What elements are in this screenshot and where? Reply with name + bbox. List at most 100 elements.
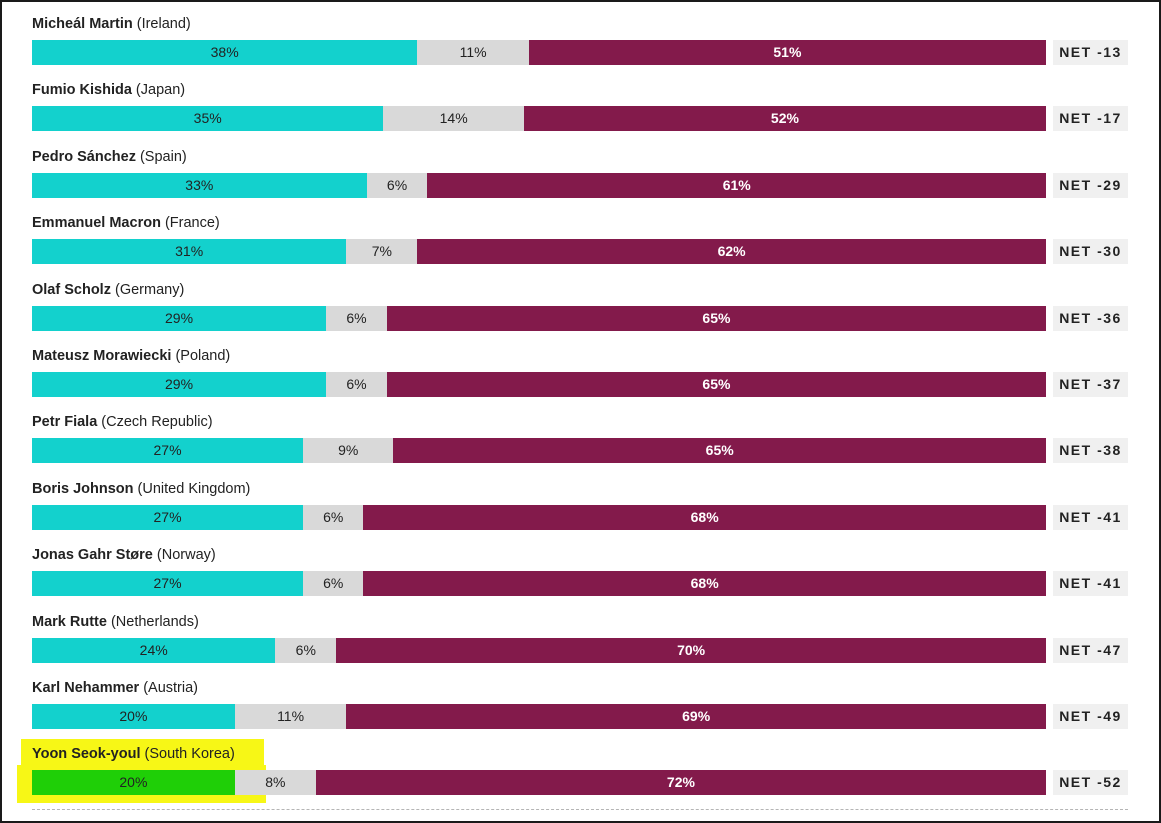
disapprove-segment: 70% <box>336 637 1046 663</box>
leader-country: (Austria) <box>139 680 199 696</box>
stacked-bar: 27% 9% 65% <box>32 438 1046 464</box>
dont-know-label: 9% <box>338 442 359 459</box>
disapprove-label: 68% <box>690 508 719 525</box>
leader-label: Yoon Seok-youl (South Korea) <box>32 744 235 764</box>
approve-segment: 24% <box>32 637 276 663</box>
leader-country: (France) <box>160 215 220 232</box>
dont-know-label: 6% <box>295 641 316 658</box>
stacked-bar: 20% 8% 72% <box>32 770 1046 796</box>
approve-label: 33% <box>185 176 214 193</box>
approve-segment: 20% <box>32 704 235 729</box>
leader-row: Yoon Seok-youl (South Korea) 20% 8% 72% NET … <box>2 744 1159 810</box>
leader-name: Micheál Martin <box>32 16 133 32</box>
approve-segment: 31% <box>32 239 347 265</box>
leader-name: Emmanuel Macron <box>32 215 161 232</box>
net-score-label: NET -47 <box>1053 637 1128 663</box>
leader-name: Mark Rutte <box>32 613 107 630</box>
dont-know-segment: 11% <box>234 704 347 729</box>
leader-name: Boris Johnson <box>32 480 134 497</box>
leader-label: Mark Rutte (Netherlands) <box>32 612 199 632</box>
disapprove-label: 68% <box>690 575 719 592</box>
dont-know-label: 6% <box>323 575 344 592</box>
disapprove-label: 62% <box>717 243 746 260</box>
net-score-label: NET -49 <box>1053 704 1128 729</box>
leader-label: Jonas Gahr Støre (Norway) <box>32 545 216 565</box>
disapprove-label: 70% <box>677 641 706 658</box>
disapprove-segment: 65% <box>386 305 1046 331</box>
approve-label: 24% <box>139 641 168 658</box>
approve-segment: 27% <box>32 438 304 464</box>
dont-know-label: 6% <box>346 309 367 326</box>
approve-label: 27% <box>153 442 182 459</box>
disapprove-label: 72% <box>666 774 695 791</box>
approve-label: 29% <box>165 376 194 392</box>
stacked-bar: 29% 6% 65% <box>32 372 1046 397</box>
leader-country: (Japan) <box>131 82 186 99</box>
dont-know-label: 14% <box>439 110 468 127</box>
approve-label: 29% <box>165 309 194 326</box>
stacked-bar: 20% 11% 69% <box>32 704 1046 729</box>
approve-label: 27% <box>153 508 182 525</box>
leader-row: Mark Rutte (Netherlands) 24% 6% 70% NET -47 <box>2 612 1159 678</box>
leader-name: Karl Nehammer <box>32 680 140 696</box>
disapprove-segment: 51% <box>528 40 1046 65</box>
disapprove-segment: 72% <box>315 770 1046 796</box>
leader-country: (Netherlands) <box>106 613 199 630</box>
leader-country: (Spain) <box>135 148 187 165</box>
dont-know-segment: 9% <box>303 438 394 464</box>
leader-label: Pedro Sánchez (Spain) <box>32 147 187 167</box>
disapprove-segment: 69% <box>346 704 1046 729</box>
net-score-label: NET -38 <box>1053 438 1128 464</box>
leader-row: Jonas Gahr Støre (Norway) 27% 6% 68% NET -41 <box>2 545 1159 611</box>
leader-row: Micheál Martin (Ireland) 38% 11% 51% NET -13 <box>2 14 1159 80</box>
approve-label: 35% <box>193 110 222 127</box>
disapprove-segment: 61% <box>427 172 1046 198</box>
leader-label: Fumio Kishida (Japan) <box>32 80 185 100</box>
dont-know-segment: 6% <box>326 372 387 397</box>
disapprove-segment: 68% <box>363 504 1046 530</box>
leader-country: (Germany) <box>110 281 185 298</box>
leader-country: (Norway) <box>152 547 216 564</box>
dont-know-segment: 8% <box>234 770 316 796</box>
dont-know-label: 6% <box>323 508 344 525</box>
leader-name: Olaf Scholz <box>32 281 111 298</box>
dont-know-label: 6% <box>346 376 367 392</box>
leader-row: Pedro Sánchez (Spain) 33% 6% 61% NET -29 <box>2 147 1159 213</box>
stacked-bar: 33% 6% 61% <box>32 172 1046 198</box>
dont-know-segment: 6% <box>303 571 364 597</box>
leader-label: Boris Johnson (United Kingdom) <box>32 479 250 499</box>
dont-know-segment: 6% <box>326 305 387 331</box>
dont-know-segment: 11% <box>417 40 529 65</box>
bottom-divider <box>32 809 1128 810</box>
stacked-bar: 31% 7% 62% <box>32 239 1046 265</box>
stacked-bar: 27% 6% 68% <box>32 504 1046 530</box>
approve-segment: 20% <box>32 770 235 795</box>
stacked-bar: 35% 14% 52% <box>32 106 1046 132</box>
leader-label: Petr Fiala (Czech Republic) <box>32 412 213 432</box>
net-score-label: NET -41 <box>1053 571 1128 597</box>
disapprove-label: 65% <box>702 376 731 392</box>
net-score-label: NET -52 <box>1053 770 1128 796</box>
leader-label: Emmanuel Macron (France) <box>32 213 220 233</box>
approve-segment: 27% <box>32 504 304 530</box>
dont-know-segment: 6% <box>303 504 364 530</box>
dont-know-label: 8% <box>265 774 286 791</box>
disapprove-segment: 65% <box>386 372 1046 397</box>
leader-country: (South Korea) <box>140 746 235 763</box>
stacked-bar: 24% 6% 70% <box>32 637 1046 663</box>
dont-know-segment: 14% <box>383 106 524 132</box>
approve-label: 27% <box>153 575 182 592</box>
leader-name: Fumio Kishida <box>32 82 132 99</box>
approve-label: 31% <box>175 243 204 260</box>
approve-segment: 35% <box>32 106 384 132</box>
disapprove-label: 65% <box>702 309 731 326</box>
approve-segment: 27% <box>32 571 304 597</box>
leader-name: Yoon Seok-youl <box>32 746 141 763</box>
leader-label: Mateusz Morawiecki (Poland) <box>32 346 230 366</box>
approve-segment: 29% <box>32 305 327 331</box>
net-score-label: NET -37 <box>1053 372 1128 397</box>
leader-row: Boris Johnson (United Kingdom) 27% 6% 68% NE… <box>2 479 1159 545</box>
leader-row: Emmanuel Macron (France) 31% 7% 62% NET -30 <box>2 213 1159 279</box>
